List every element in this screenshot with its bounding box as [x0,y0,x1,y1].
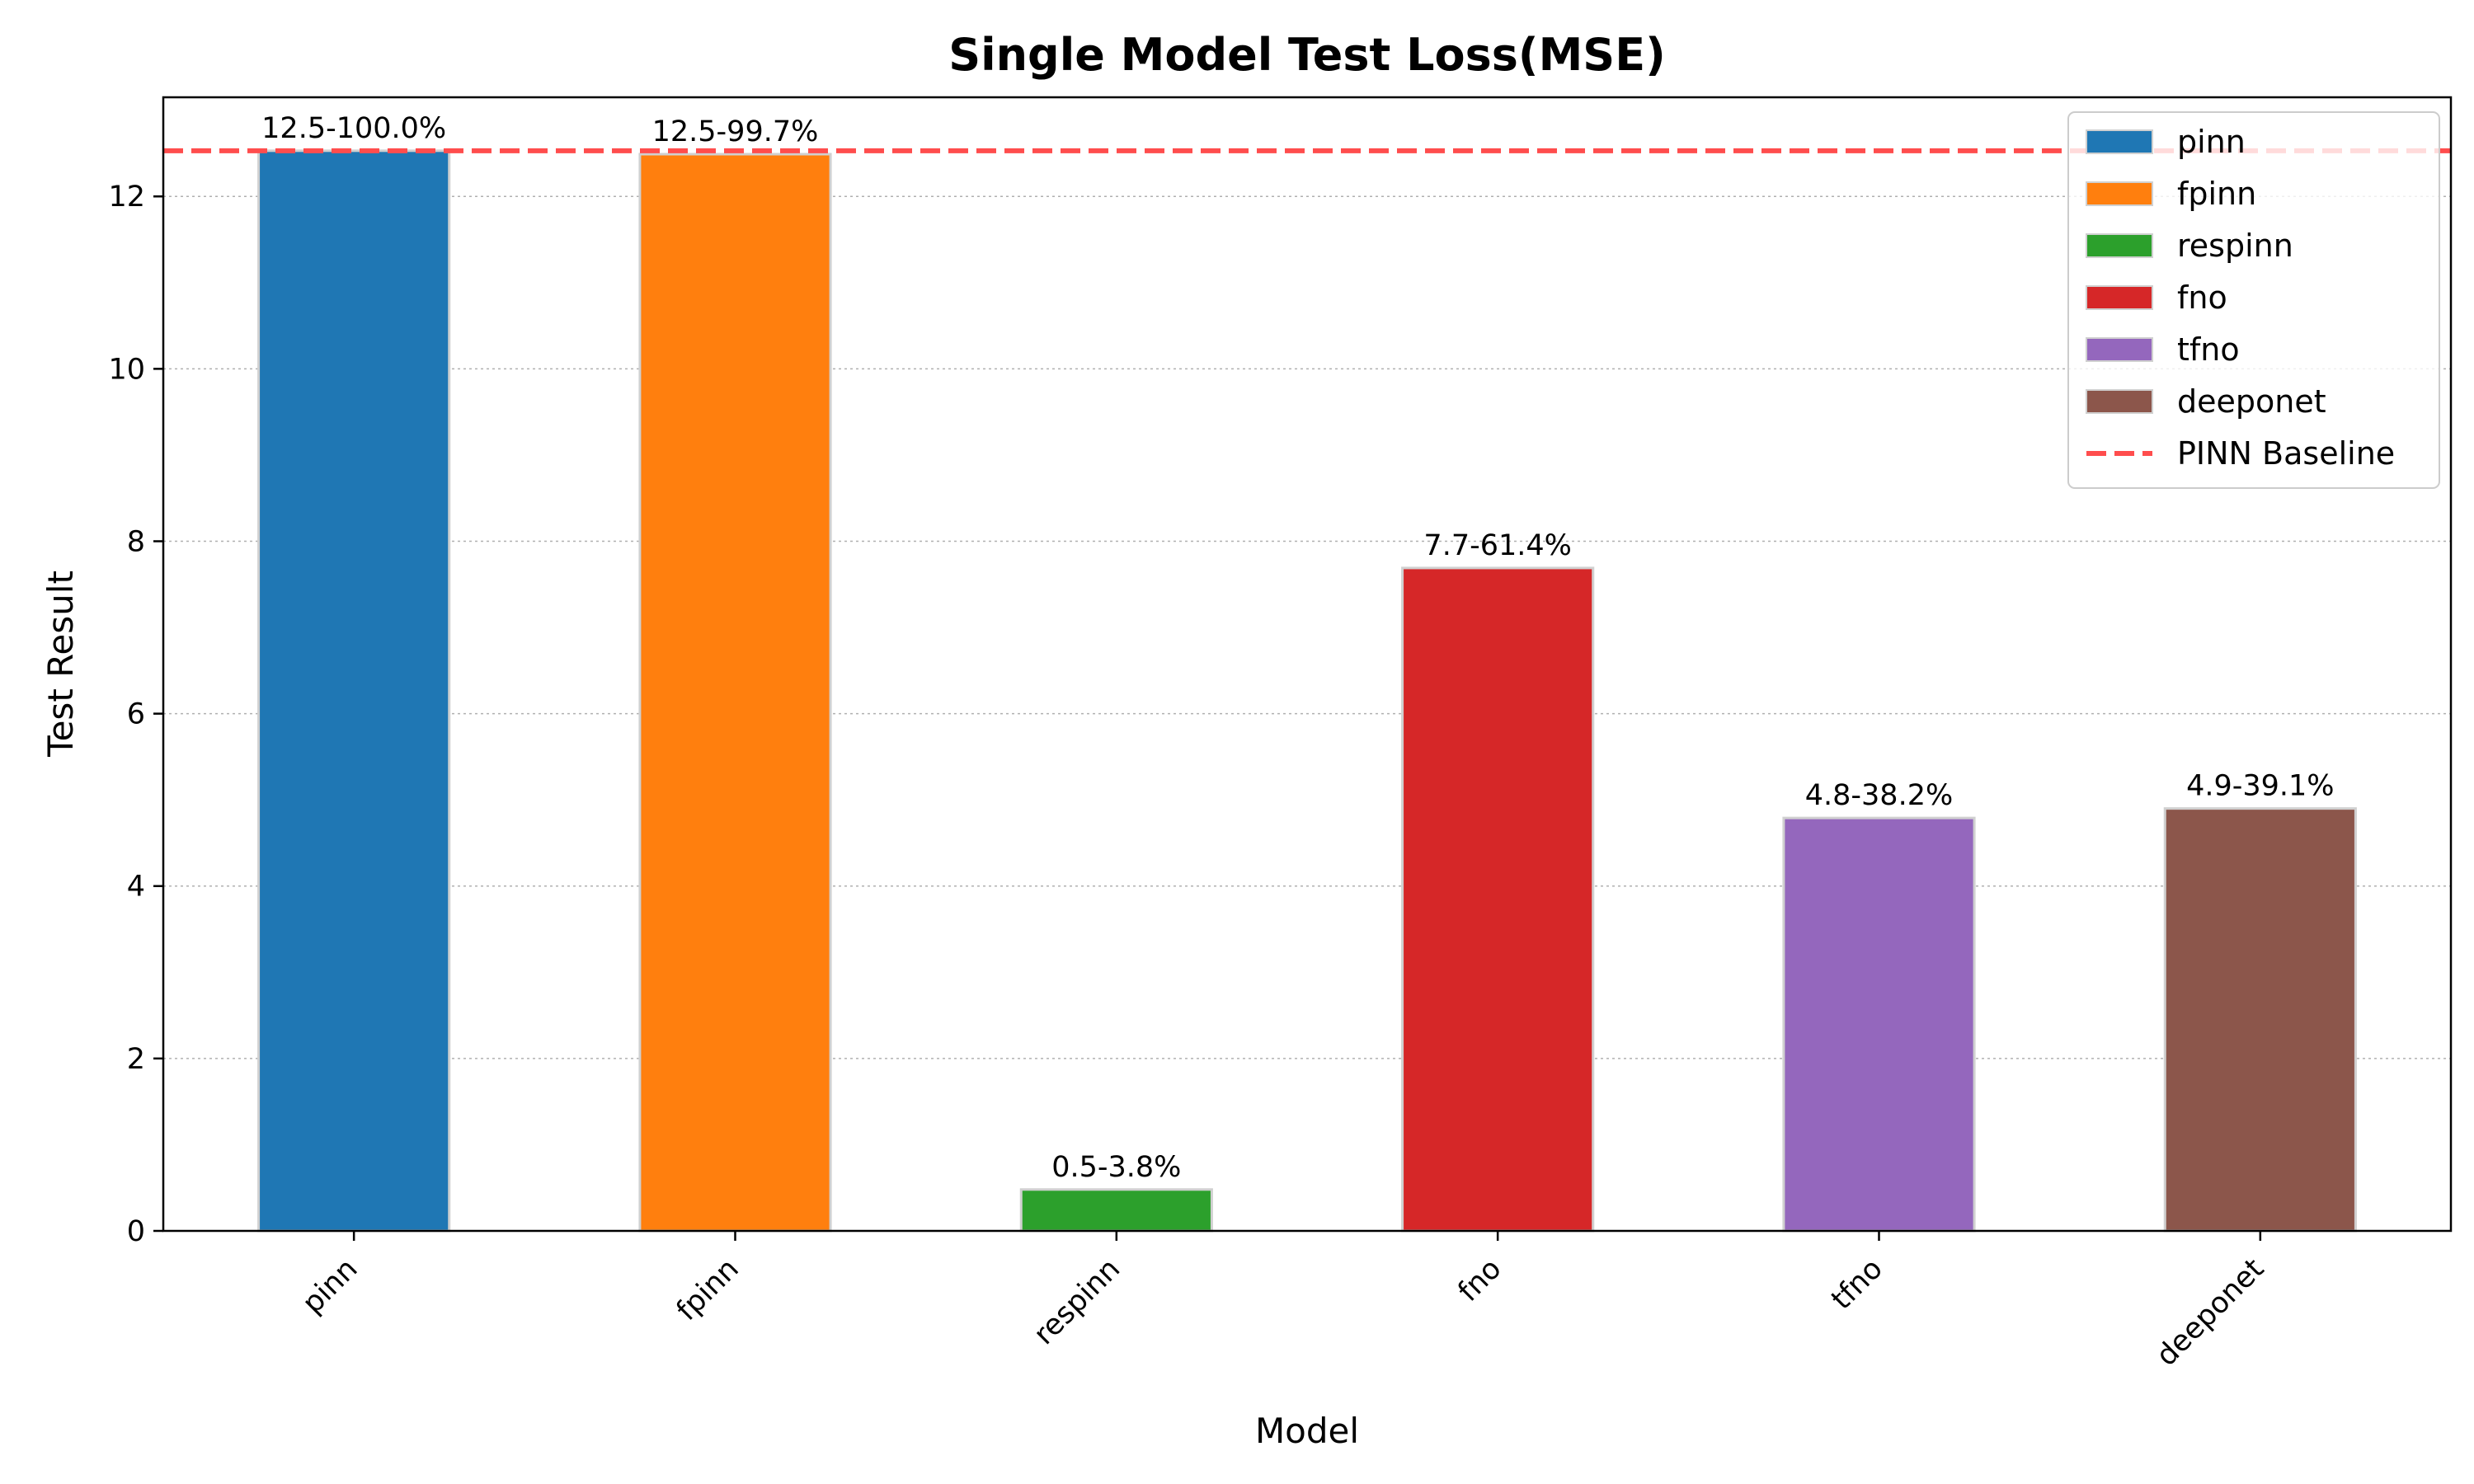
data-label: 12.5-100.0% [261,112,446,145]
x-tick-label: fpinn [670,1252,745,1327]
y-tick-label: 2 [127,1043,145,1076]
y-tick-label: 6 [127,698,145,731]
bar-deeponet [2163,807,2357,1233]
bar-fpinn [638,153,832,1233]
legend-swatch [2086,233,2153,258]
y-tick-label: 8 [127,525,145,558]
legend-swatch [2086,337,2153,362]
data-label: 0.5-3.8% [1051,1151,1181,1184]
x-tick-label: pinn [296,1252,364,1320]
x-tick-label: deeponet [2150,1252,2270,1373]
x-tick-label: respinn [1028,1252,1126,1351]
legend-swatch [2086,389,2153,414]
bar-fno [1401,566,1595,1233]
legend-label: fpinn [2177,176,2256,212]
chart-title: Single Model Test Loss(MSE) [948,29,1666,81]
legend-label: respinn [2177,228,2293,264]
bar-tfno [1782,816,1976,1233]
y-tick-label: 4 [127,871,145,904]
plot-frame [162,96,2453,1233]
legend-label: deeponet [2177,383,2326,420]
data-label: 4.8-38.2% [1805,779,1953,812]
legend-box [2067,111,2440,489]
bar-pinn [257,149,451,1233]
x-axis-label: Model [1255,1411,1359,1451]
legend: pinn fpinn respinn fno tfno deeponet PINN Base… [2067,111,2440,489]
y-tick-label: 0 [127,1215,145,1248]
legend-swatch [2086,129,2153,154]
y-axis-label: Test Result [40,571,81,758]
y-tick-label: 10 [108,353,145,386]
data-label: 7.7-61.4% [1423,529,1571,562]
grid-lines [163,195,2451,1232]
bar-respinn [1019,1188,1213,1233]
legend-label: tfno [2177,331,2240,368]
legend-swatch [2086,181,2153,206]
x-tick-label: tfno [1825,1252,1889,1317]
y-tick-label: 12 [108,181,145,214]
y-axis-ticks: 0 2 4 6 8 10 12 [108,181,163,1248]
x-axis-ticks: pinn fpinn respinn fno tfno deeponet [296,1231,2270,1373]
legend-swatch [2086,285,2153,310]
x-tick-label: fno [1452,1252,1508,1308]
data-labels: 12.5-100.0% 12.5-99.7% 0.5-3.8% 7.7-61.4% 4.… [261,112,2334,1184]
legend-label: PINN Baseline [2177,435,2395,472]
legend-label: fno [2177,279,2227,316]
data-label: 4.9-39.1% [2186,770,2334,803]
data-label: 12.5-99.7% [652,115,819,148]
legend-label: pinn [2177,124,2246,160]
bars [257,149,2357,1233]
